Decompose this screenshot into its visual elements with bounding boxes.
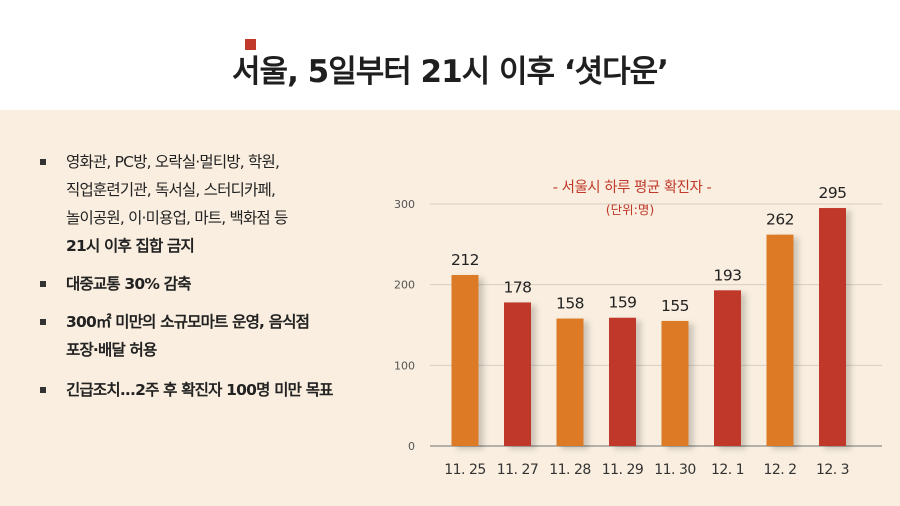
title-accent-square xyxy=(245,39,256,50)
content-area xyxy=(0,110,900,506)
grid-lines xyxy=(430,203,882,447)
x-tick-label: 11. 25 xyxy=(444,462,486,478)
bars xyxy=(451,208,846,446)
data-label: 155 xyxy=(661,297,689,315)
x-tick-label: 12. 1 xyxy=(711,462,744,478)
data-label: 295 xyxy=(818,184,846,202)
data-labels: 212 178 158 159 155 193 262 295 xyxy=(451,184,847,315)
chart-title: - 서울시 하루 평균 확진자 - xyxy=(553,179,712,196)
header: 서울, 5일부터 21시 이후 ‘셧다운’ xyxy=(0,0,900,110)
bar xyxy=(556,318,584,446)
bar xyxy=(609,317,636,446)
y-tick-label: 100 xyxy=(394,359,415,372)
x-tick-label: 11. 27 xyxy=(497,462,539,478)
data-label: 158 xyxy=(556,295,584,313)
data-label: 178 xyxy=(503,278,531,296)
bar xyxy=(661,320,689,446)
x-tick-label: 12. 2 xyxy=(763,462,796,478)
bullet-text-emphasis: 21시 이후 집합 금지 xyxy=(66,237,195,255)
bar xyxy=(819,208,846,446)
bullet-item-transit: 대중교통 30% 감축 xyxy=(40,270,380,298)
bullet-text: 300㎡ 미만의 소규모마트 운영, 음식점 xyxy=(66,313,310,331)
bullet-item-goal: 긴급조치...2주 후 확진자 100명 미만 목표 xyxy=(40,376,380,404)
y-tick-label: 0 xyxy=(408,440,415,453)
bar xyxy=(451,274,479,446)
chart-subtitle: (단위:명) xyxy=(606,202,654,217)
x-tick-label: 12. 3 xyxy=(816,462,849,478)
x-tick-label: 11. 29 xyxy=(602,462,644,478)
bullet-text: 직업훈련기관, 독서실, 스터디카페, xyxy=(66,181,276,199)
bar xyxy=(714,290,741,446)
bullet-text: 영화관, PC방, 오락실·멀티방, 학원, xyxy=(66,153,280,171)
bar xyxy=(766,234,794,446)
bullet-marker xyxy=(40,319,46,325)
bullet-marker xyxy=(40,387,46,393)
bullet-marker xyxy=(40,281,46,287)
bullet-marker xyxy=(40,159,46,165)
y-tick-label: 200 xyxy=(394,279,415,292)
data-label: 262 xyxy=(766,211,794,229)
bullet-text: 긴급조치...2주 후 확진자 100명 미만 목표 xyxy=(66,381,333,399)
x-axis: 11. 25 11. 27 11. 28 11. 29 11. 30 12. 1 12. 2… xyxy=(444,462,849,478)
x-tick-label: 11. 30 xyxy=(654,462,696,478)
bullet-text: 대중교통 30% 감축 xyxy=(66,275,191,293)
bullet-item-mart: 300㎡ 미만의 소규모마트 운영, 음식점 포장·배달 허용 xyxy=(40,308,380,364)
data-label: 212 xyxy=(451,251,479,269)
bullet-text: 놀이공원, 이·미용업, 마트, 백화점 등 xyxy=(66,209,288,227)
y-tick-label: 300 xyxy=(394,198,415,211)
data-label: 193 xyxy=(713,266,741,284)
bar xyxy=(504,302,531,446)
x-tick-label: 11. 28 xyxy=(549,462,591,478)
y-axis: 0 100 200 300 xyxy=(394,198,415,453)
bullet-text: 포장·배달 허용 xyxy=(66,341,157,359)
page-title: 서울, 5일부터 21시 이후 ‘셧다운’ xyxy=(232,54,669,90)
bullet-list: 영화관, PC방, 오락실·멀티방, 학원, 직업훈련기관, 독서실, 스터디카… xyxy=(40,148,380,404)
data-label: 159 xyxy=(608,294,636,312)
bullet-item-facilities: 영화관, PC방, 오락실·멀티방, 학원, 직업훈련기관, 독서실, 스터디카… xyxy=(40,148,380,260)
